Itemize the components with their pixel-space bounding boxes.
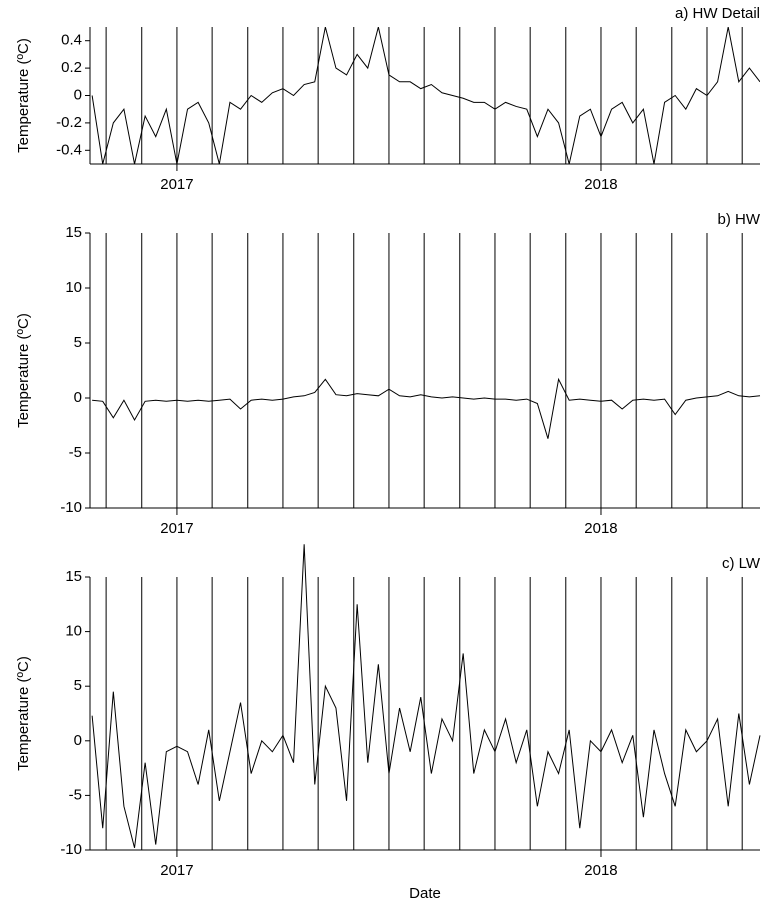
- x-tick-label: 2017: [160, 176, 193, 193]
- y-axis-label: Temperature (ºC): [15, 313, 32, 428]
- panel-title: a) HW Detail: [675, 5, 760, 22]
- y-tick-label: 0.2: [61, 59, 82, 76]
- x-tick-label: 2018: [584, 862, 617, 879]
- y-tick-label: 15: [65, 568, 82, 585]
- x-axis-label: Date: [409, 885, 441, 902]
- y-tick-label: -0.4: [56, 141, 82, 158]
- x-tick-label: 2017: [160, 520, 193, 537]
- y-tick-label: 10: [65, 279, 82, 296]
- y-tick-label: 0: [74, 389, 82, 406]
- y-tick-label: -10: [60, 841, 82, 858]
- data-line: [91, 544, 761, 848]
- y-tick-label: 5: [74, 677, 82, 694]
- panel-title: c) LW: [722, 555, 761, 572]
- y-tick-label: 15: [65, 224, 82, 241]
- data-line: [91, 27, 760, 164]
- y-tick-label: 0: [74, 732, 82, 749]
- y-axis-label: Temperature (ºC): [15, 656, 32, 771]
- x-tick-label: 2018: [584, 176, 617, 193]
- series: [91, 544, 761, 848]
- y-axis-label: Temperature (ºC): [15, 38, 32, 153]
- y-tick-label: 0.4: [61, 32, 82, 49]
- y-tick-label: -5: [69, 786, 82, 803]
- x-tick-label: 2017: [160, 862, 193, 879]
- series: [91, 27, 760, 164]
- y-tick-label: -10: [60, 499, 82, 516]
- y-tick-label: 10: [65, 623, 82, 640]
- data-line: [92, 377, 761, 439]
- series: [92, 377, 761, 439]
- y-tick-label: -0.2: [56, 114, 82, 131]
- x-tick-label: 2018: [584, 520, 617, 537]
- y-tick-label: -5: [69, 444, 82, 461]
- y-tick-label: 0: [74, 86, 82, 103]
- panel-title: b) HW: [718, 211, 761, 228]
- y-tick-label: 5: [74, 334, 82, 351]
